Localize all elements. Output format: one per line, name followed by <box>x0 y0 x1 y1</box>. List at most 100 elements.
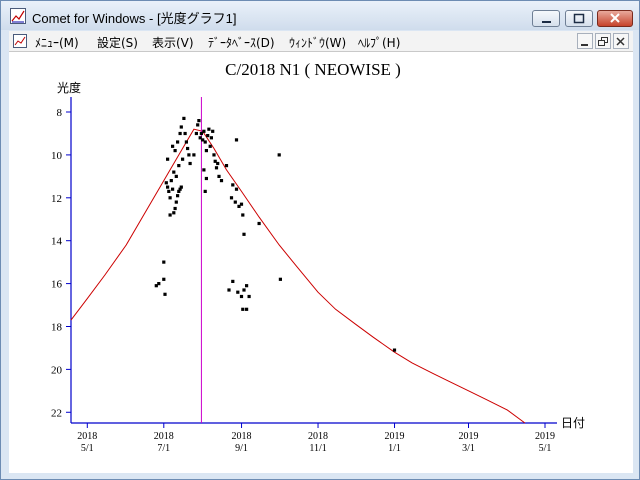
window-title: Comet for Windows - [光度グラフ1] <box>32 11 237 26</box>
observation-point <box>199 131 203 136</box>
x-tick-date: 11/1 <box>309 443 326 454</box>
chart-icon[interactable] <box>10 8 26 24</box>
observation-point <box>176 140 180 144</box>
minimize-icon <box>581 44 588 46</box>
mdi-restore-button[interactable] <box>595 33 611 49</box>
observation-point <box>192 153 196 157</box>
observation-point <box>172 170 176 174</box>
menu-item-menu[interactable]: ﾒﾆｭｰ(M) <box>35 36 79 50</box>
x-tick-date: 7/1 <box>157 443 170 454</box>
x-tick-year: 2019 <box>459 431 479 442</box>
maximize-icon <box>573 13 585 24</box>
observation-point <box>183 131 187 136</box>
observation-point <box>179 185 183 189</box>
observation-point <box>164 181 168 185</box>
observation-point <box>245 307 249 311</box>
x-tick-date: 5/1 <box>81 443 94 454</box>
observation-point <box>202 168 206 172</box>
observation-point <box>236 290 240 294</box>
observation-point <box>241 307 245 311</box>
observation-point <box>245 284 249 288</box>
chart-icon[interactable] <box>13 34 27 48</box>
observation-point <box>233 200 237 204</box>
observation-point <box>237 204 241 208</box>
y-tick-label: 16 <box>51 279 63 291</box>
observation-point <box>186 146 190 151</box>
x-tick-year: 2018 <box>232 431 252 442</box>
observation-point <box>231 279 235 283</box>
observation-point <box>188 161 192 166</box>
observation-point <box>171 187 175 191</box>
observation-point <box>178 187 182 191</box>
y-tick-label: 18 <box>51 321 63 333</box>
y-tick-label: 22 <box>51 407 62 419</box>
observation-point <box>177 189 181 193</box>
y-tick-label: 20 <box>51 364 63 376</box>
observation-point <box>239 202 244 206</box>
observation-point <box>182 116 186 120</box>
observation-point <box>181 157 185 161</box>
maximize-button[interactable] <box>565 10 593 27</box>
observation-point <box>168 213 172 217</box>
observation-point <box>204 149 208 153</box>
observation-point <box>179 125 183 129</box>
observation-point <box>197 119 201 123</box>
y-tick-label: 14 <box>51 236 63 248</box>
observation-point <box>231 183 235 187</box>
close-button[interactable] <box>597 10 633 27</box>
observation-point <box>278 277 282 281</box>
observation-point <box>184 140 188 144</box>
menu-bar: ﾒﾆｭｰ(M) 設定(S) 表示(V) ﾃﾞｰﾀﾍﾞｰｽ(D) ｳｨﾝﾄﾞｳ(W… <box>9 31 633 52</box>
x-tick-date: 3/1 <box>462 443 475 454</box>
observation-point <box>212 153 216 157</box>
observation-point <box>172 211 176 215</box>
observation-point <box>229 196 234 200</box>
observation-point <box>208 144 212 148</box>
observation-point <box>227 288 231 292</box>
observation-point <box>162 260 166 264</box>
x-tick-date: 1/1 <box>388 443 401 454</box>
y-axis-label: 光度 <box>57 80 81 95</box>
y-ticks: 8 10 12 14 16 18 20 22 <box>51 107 71 419</box>
mdi-close-button[interactable] <box>613 33 629 49</box>
title-bar[interactable]: Comet for Windows - [光度グラフ1] <box>1 1 639 30</box>
x-tick-year: 2019 <box>385 431 405 442</box>
observation-point <box>217 174 221 178</box>
restore-icon <box>598 37 608 46</box>
menu-item-help[interactable]: ﾍﾙﾌﾟ(H) <box>358 36 401 50</box>
chart-area: C/2018 N1 ( NEOWISE ) 光度 日付 8 10 12 14 16 18 2… <box>9 52 633 473</box>
observation-point <box>234 138 239 142</box>
observation-point <box>173 149 177 153</box>
x-ticks: 20185/120187/120189/1201811/120191/12019… <box>77 423 555 454</box>
observation-point <box>257 221 261 226</box>
axes <box>70 97 557 424</box>
menu-item-settings[interactable]: 設定(S) <box>97 36 138 50</box>
observation-point <box>177 164 181 168</box>
observation-point <box>167 189 171 193</box>
observation-point <box>203 140 207 144</box>
observation-point <box>211 129 215 133</box>
chart-title: C/2018 N1 ( NEOWISE ) <box>225 60 401 79</box>
y-tick-label: 10 <box>51 150 63 162</box>
close-icon <box>616 37 625 46</box>
observation-point <box>241 213 245 217</box>
observation-point <box>171 144 175 148</box>
curve-layer <box>70 128 526 424</box>
observation-point <box>169 179 173 183</box>
minimize-button[interactable] <box>532 10 560 27</box>
menu-item-window[interactable]: ｳｨﾝﾄﾞｳ(W) <box>289 36 347 50</box>
observation-point <box>213 159 217 163</box>
mdi-minimize-button[interactable] <box>577 33 593 49</box>
observation-point <box>234 187 239 191</box>
x-tick-year: 2018 <box>154 431 174 442</box>
y-tick-label: 8 <box>57 107 63 119</box>
observation-point <box>392 348 397 352</box>
minimize-icon <box>542 21 551 23</box>
observation-point <box>219 179 224 183</box>
menu-item-view[interactable]: 表示(V) <box>152 36 194 50</box>
observation-point <box>176 194 180 198</box>
menu-item-database[interactable]: ﾃﾞｰﾀﾍﾞｰｽ(D) <box>208 36 275 50</box>
observation-point <box>173 206 177 211</box>
close-icon <box>610 13 620 23</box>
x-tick-date: 9/1 <box>235 443 248 454</box>
